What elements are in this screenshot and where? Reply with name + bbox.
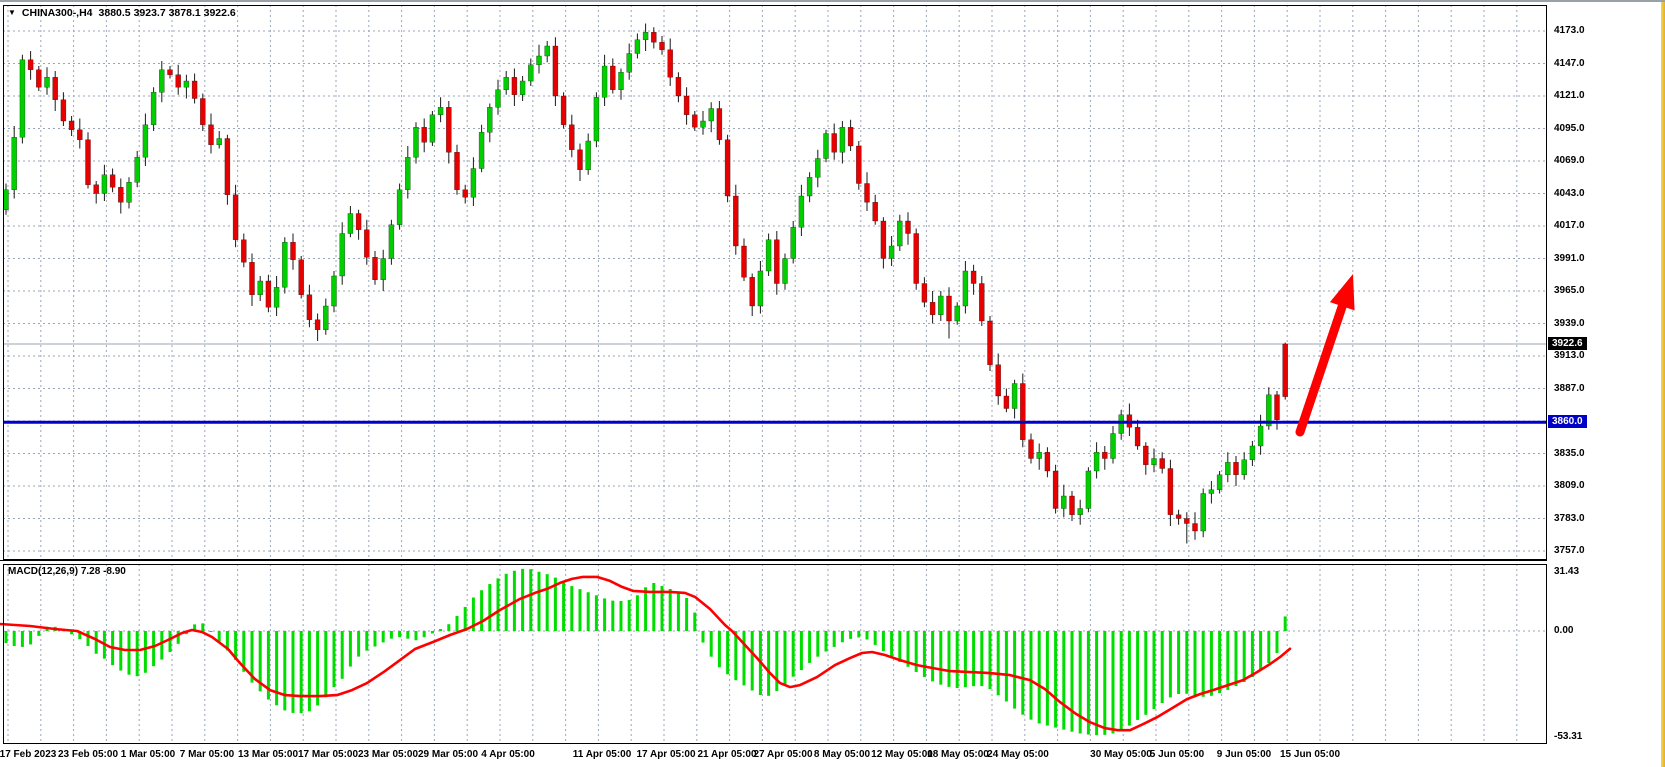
time-tick-label: 12 May 05:00	[871, 749, 933, 760]
time-tick-label: 17 Mar 05:00	[297, 749, 359, 760]
price-tick-label: 3835.0	[1554, 447, 1585, 459]
time-tick-label: 13 Mar 05:00	[237, 749, 299, 760]
time-tick-label: 30 May 05:00	[1090, 749, 1152, 760]
time-tick-label: 18 May 05:00	[927, 749, 989, 760]
time-tick-label: 17 Feb 2023	[0, 749, 57, 760]
time-tick-label: 9 Jun 05:00	[1216, 749, 1272, 760]
time-tick-label: 1 Mar 05:00	[120, 749, 176, 760]
price-tick-label: 4043.0	[1554, 187, 1585, 199]
window-right-edge	[1661, 2, 1665, 767]
time-tick-label: 8 May 05:00	[813, 749, 871, 760]
macd-signal-line	[0, 575, 1292, 732]
price-tick-label: 4173.0	[1554, 25, 1585, 36]
price-tick-label: 3809.0	[1554, 480, 1585, 491]
time-tick-label: 21 Apr 05:00	[697, 749, 757, 760]
ohlc-quote-text: 3880.5 3923.7 3878.1 3922.6	[98, 7, 236, 19]
price-tick-label: 4069.0	[1554, 155, 1585, 166]
macd-histogram	[4, 568, 1287, 736]
time-tick-label: 4 Apr 05:00	[481, 749, 535, 760]
macd-value: 7.28	[80, 566, 101, 577]
time-tick-label: 27 Apr 05:00	[753, 749, 813, 760]
time-tick-label: 7 Mar 05:00	[179, 749, 235, 760]
price-tick-label: 3783.0	[1554, 512, 1585, 524]
current-price-tag: 3922.6	[1548, 337, 1587, 350]
time-tick-label: 17 Apr 05:00	[636, 749, 696, 760]
time-tick-label: 24 May 05:00	[987, 749, 1049, 760]
price-axis[interactable]: 3922.6 3860.0 31.43 0.00 -53.31 4173.0 41…	[1547, 2, 1657, 767]
price-tick-label: 4147.0	[1554, 57, 1585, 69]
time-tick-label: 11 Apr 05:00	[572, 749, 632, 760]
price-tick-label: 3757.0	[1554, 545, 1585, 556]
hline-price-tag: 3860.0	[1548, 415, 1587, 429]
price-tick-label: 3887.0	[1554, 382, 1585, 394]
macd-axis-max: 31.43	[1554, 566, 1580, 577]
symbol-period-label: CHINA300-,H4	[21, 7, 93, 19]
gridlines	[3, 5, 1546, 743]
price-tick-label: 3991.0	[1554, 252, 1585, 264]
price-tick-label: 3939.0	[1554, 317, 1585, 329]
price-tick-label: 4121.0	[1554, 90, 1585, 101]
time-tick-label: 23 Feb 05:00	[57, 749, 119, 760]
macd-axis-zero: 0.00	[1554, 625, 1574, 636]
trend-arrow[interactable]	[1295, 274, 1355, 437]
time-tick-label: 5 Jun 05:00	[1149, 749, 1205, 760]
macd-name: MACD(12,26,9)	[8, 566, 79, 577]
time-tick-label: 15 Jun 05:00	[1279, 749, 1341, 760]
price-tick-label: 4095.0	[1554, 122, 1585, 134]
time-axis[interactable]: 17 Feb 2023 23 Feb 05:00 1 Mar 05:00 7 Mar …	[0, 744, 1547, 767]
symbol-dropdown-icon[interactable]: ▼	[8, 8, 16, 17]
macd-indicator-label: MACD(12,26,9) 7.28 -8.90	[8, 566, 126, 577]
time-tick-label: 23 Mar 05:00	[357, 749, 419, 760]
price-tick-label: 4017.0	[1554, 220, 1585, 231]
macd-axis-min: -53.31	[1554, 730, 1583, 742]
time-tick-label: 29 Mar 05:00	[417, 749, 479, 760]
price-tick-label: 3965.0	[1554, 285, 1585, 296]
chart-title-bar: ▼ CHINA300-,H4 3880.5 3923.7 3878.1 3922…	[8, 6, 236, 20]
macd-signal-value: -8.90	[103, 566, 126, 577]
price-tick-label: 3913.0	[1554, 350, 1585, 361]
